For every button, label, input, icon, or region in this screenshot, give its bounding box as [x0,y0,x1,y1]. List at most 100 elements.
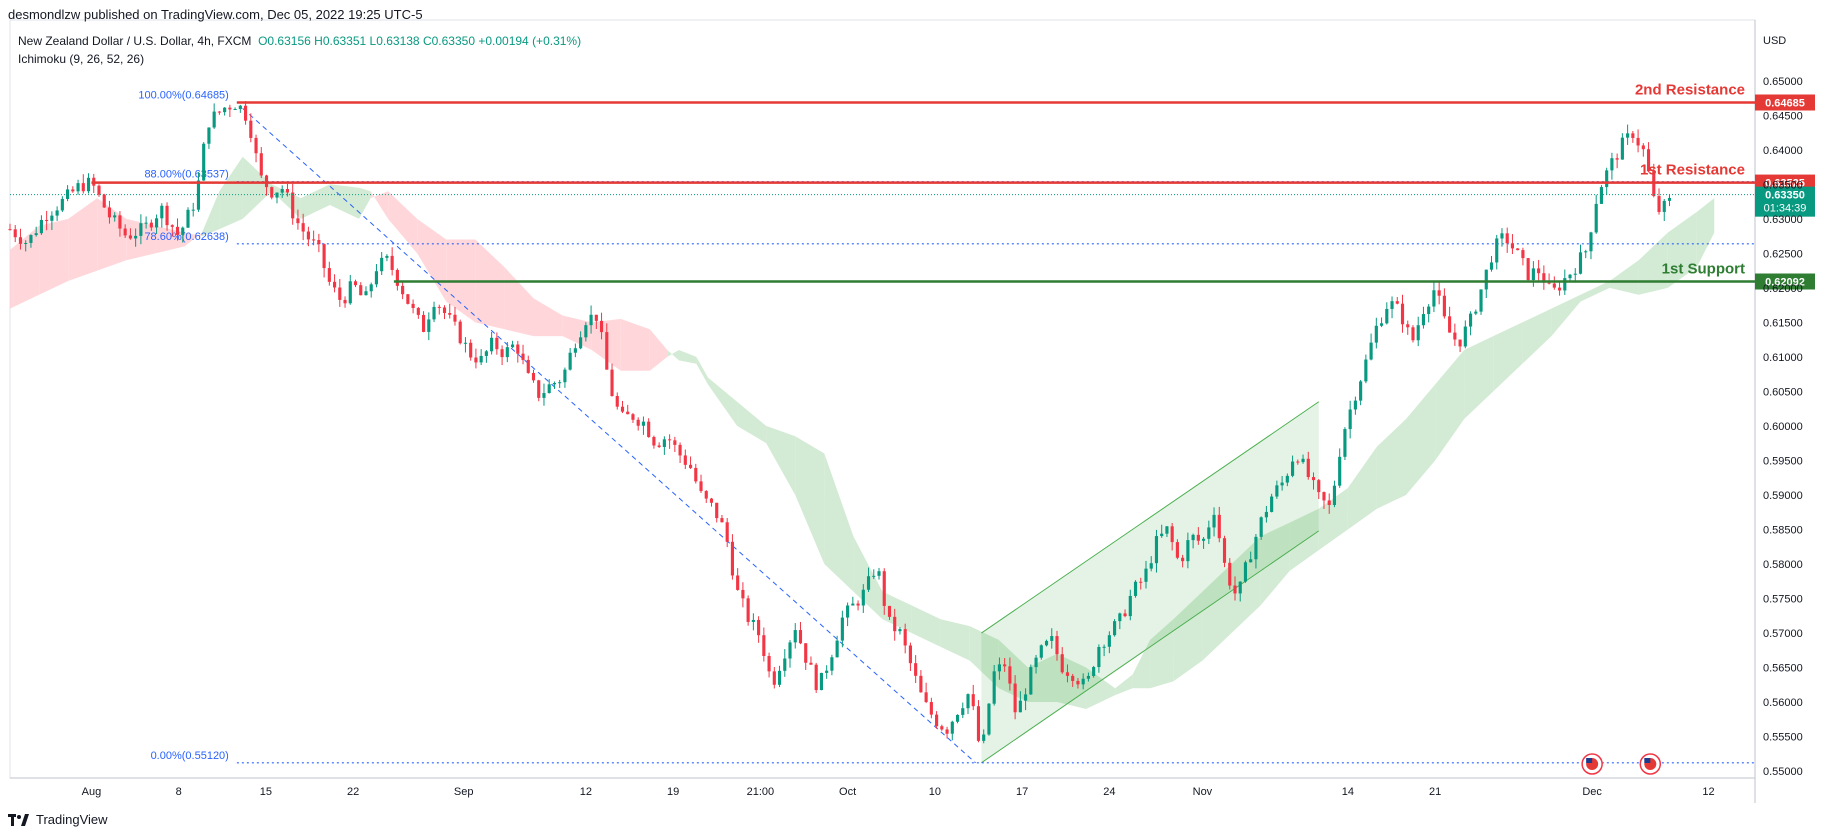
candle[interactable] [1311,477,1316,481]
candle[interactable] [521,353,525,360]
candle[interactable] [353,281,358,286]
candle[interactable] [767,655,771,672]
candle[interactable] [558,382,562,384]
candle[interactable] [683,455,687,465]
candle[interactable] [13,229,17,238]
candle[interactable] [652,436,656,446]
candle[interactable] [725,522,729,542]
candle[interactable] [285,189,290,193]
candle[interactable] [757,619,761,636]
candle[interactable] [291,192,295,219]
candle[interactable] [1228,562,1232,586]
candle[interactable] [1552,283,1556,288]
candle[interactable] [861,589,865,606]
candle[interactable] [1526,258,1530,281]
candle[interactable] [1657,196,1661,212]
candle[interactable] [1463,326,1467,347]
candle[interactable] [1086,675,1090,679]
channel-lower-line[interactable] [981,530,1320,764]
candle[interactable] [264,175,269,188]
candle[interactable] [846,605,850,618]
candle[interactable] [228,107,232,110]
candle[interactable] [1573,273,1577,275]
symbol-legend[interactable]: New Zealand Dollar / U.S. Dollar, 4h, FX… [18,34,581,48]
candle[interactable] [1390,301,1394,309]
candle[interactable] [1400,303,1405,325]
candle[interactable] [976,706,981,741]
candle[interactable] [1510,243,1515,249]
candle[interactable] [71,189,75,192]
candle[interactable] [1222,538,1227,563]
candle[interactable] [244,105,248,121]
candle[interactable] [552,382,557,385]
candle[interactable] [1353,400,1357,410]
candle[interactable] [1636,137,1640,146]
candle[interactable] [259,153,263,176]
candle[interactable] [50,215,54,221]
candle[interactable] [86,177,91,192]
candle[interactable] [751,619,755,622]
candle[interactable] [416,308,420,315]
candle[interactable] [1416,325,1420,341]
candle[interactable] [191,209,195,211]
candle[interactable] [505,347,509,358]
candle[interactable] [1097,647,1101,668]
candle[interactable] [736,575,740,590]
candle[interactable] [369,284,373,292]
candle[interactable] [1175,542,1179,558]
candle[interactable] [594,314,598,321]
indicator-legend[interactable]: Ichimoku (9, 26, 52, 26) [18,52,145,66]
candle[interactable] [1626,133,1630,138]
candle[interactable] [312,239,316,241]
candle[interactable] [1610,158,1614,171]
candle[interactable] [395,269,399,286]
candle[interactable] [1458,339,1462,347]
candle[interactable] [620,406,625,412]
candle[interactable] [45,219,49,221]
candle[interactable] [746,598,750,622]
candle[interactable] [657,445,661,447]
candle[interactable] [1291,461,1295,476]
candle[interactable] [1327,500,1331,505]
candle[interactable] [306,231,310,240]
candle[interactable] [1505,233,1509,244]
candle[interactable] [563,369,567,383]
candle[interactable] [1537,268,1541,274]
candle[interactable] [442,307,447,313]
candle[interactable] [1034,657,1038,668]
candle[interactable] [1332,485,1337,505]
candle[interactable] [270,187,274,198]
candle[interactable] [317,239,321,245]
candle[interactable] [34,233,38,236]
candle[interactable] [783,658,787,671]
candle[interactable] [584,325,588,338]
candle[interactable] [914,663,918,676]
candle[interactable] [510,344,515,348]
candle[interactable] [840,617,844,641]
candle[interactable] [1212,514,1216,528]
candle[interactable] [903,629,907,646]
candle[interactable] [704,491,708,499]
candle[interactable] [626,411,630,415]
candle[interactable] [929,702,933,715]
candle[interactable] [856,603,860,606]
candle[interactable] [919,675,923,693]
candle[interactable] [924,692,928,703]
candle[interactable] [29,235,33,243]
candle[interactable] [453,314,457,322]
candle[interactable] [1421,314,1426,326]
candle[interactable] [1160,533,1164,537]
candle[interactable] [1500,233,1504,239]
candle[interactable] [971,694,975,707]
candle[interactable] [1280,482,1284,486]
candle[interactable] [223,107,227,113]
candle[interactable] [678,444,682,456]
candle[interactable] [835,640,839,658]
candle[interactable] [573,348,577,353]
candle[interactable] [825,670,829,673]
candle[interactable] [175,226,180,235]
candle[interactable] [1275,485,1279,497]
candle[interactable] [8,229,12,231]
candle[interactable] [935,714,939,727]
candle[interactable] [1003,664,1007,667]
